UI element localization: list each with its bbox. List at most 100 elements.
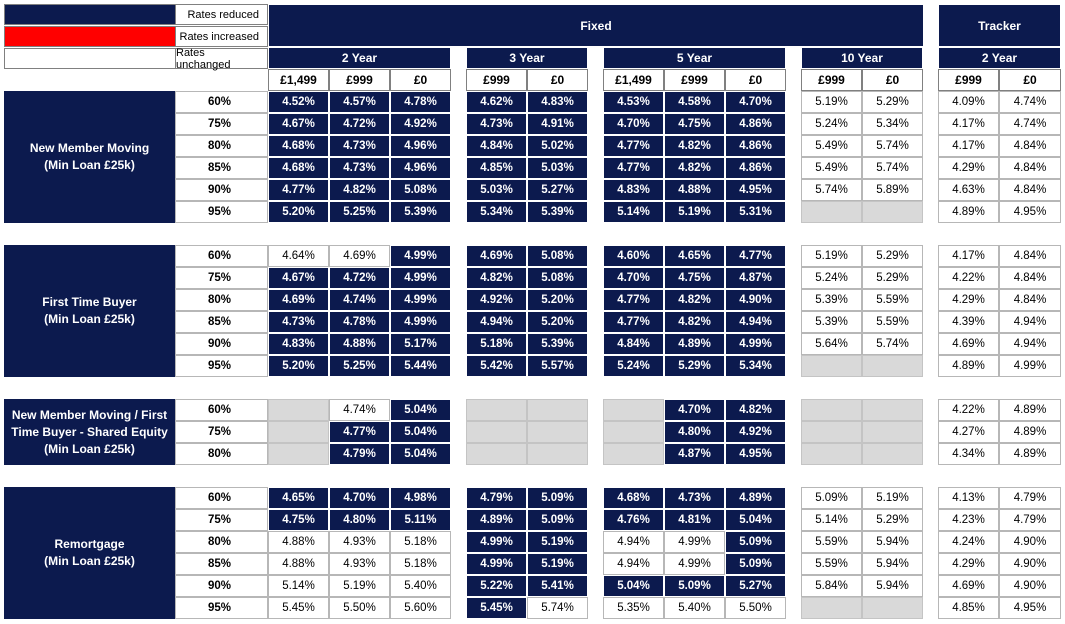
rate-cell: 4.70% [664, 399, 725, 421]
rate-cell: 4.79% [999, 509, 1061, 531]
rate-cell: 5.24% [801, 267, 862, 289]
rate-cell: 4.94% [466, 311, 527, 333]
fee-header-1: £999 [329, 69, 390, 91]
rate-cell: 5.74% [527, 597, 588, 619]
rate-cell: 4.57% [329, 91, 390, 113]
rate-cell: 5.74% [862, 157, 923, 179]
rate-cell [801, 399, 862, 421]
rate-cell: 5.14% [603, 201, 664, 223]
rate-cell: 5.09% [527, 509, 588, 531]
rate-cell: 5.27% [527, 179, 588, 201]
rate-cell: 5.29% [862, 245, 923, 267]
rate-cell: 5.27% [725, 575, 786, 597]
rate-cell: 4.82% [664, 157, 725, 179]
term-header-4: 2 Year [938, 47, 1061, 69]
rate-cell [466, 399, 527, 421]
rate-cell: 4.89% [999, 443, 1061, 465]
rate-cell: 5.20% [527, 289, 588, 311]
rate-cell: 5.18% [466, 333, 527, 355]
rate-cell [527, 399, 588, 421]
rate-cell: 4.77% [725, 245, 786, 267]
rate-cell: 5.74% [862, 135, 923, 157]
rate-cell: 5.29% [664, 355, 725, 377]
fee-header-11: £0 [999, 69, 1061, 91]
rate-cell: 5.59% [801, 531, 862, 553]
rate-cell: 5.11% [390, 509, 451, 531]
rate-cell: 5.04% [603, 575, 664, 597]
rate-cell: 5.19% [862, 487, 923, 509]
rate-cell: 4.84% [999, 245, 1061, 267]
rate-cell: 4.85% [466, 157, 527, 179]
rate-cell: 4.58% [664, 91, 725, 113]
rate-cell: 4.73% [329, 157, 390, 179]
rate-cell [268, 399, 329, 421]
ltv-label: 75% [175, 421, 268, 443]
rate-cell: 4.84% [603, 333, 664, 355]
rate-cell: 4.77% [603, 311, 664, 333]
rate-cell: 4.67% [268, 113, 329, 135]
rate-cell [862, 399, 923, 421]
rate-cell [801, 597, 862, 619]
rate-cell: 4.77% [268, 179, 329, 201]
rate-cell: 5.49% [801, 135, 862, 157]
rate-cell: 5.42% [466, 355, 527, 377]
rate-cell [862, 355, 923, 377]
ltv-label: 60% [175, 399, 268, 421]
rate-cell: 4.92% [466, 289, 527, 311]
rate-cell: 5.20% [268, 201, 329, 223]
rate-cell: 4.88% [268, 553, 329, 575]
rate-cell: 4.89% [466, 509, 527, 531]
rate-cell [862, 201, 923, 223]
rate-cell: 5.49% [801, 157, 862, 179]
rate-cell: 4.84% [999, 157, 1061, 179]
rate-cell: 4.89% [938, 355, 999, 377]
rate-cell: 4.84% [466, 135, 527, 157]
legend-label-0: Rates reduced [175, 4, 268, 25]
rate-cell: 4.77% [603, 157, 664, 179]
rate-cell: 4.89% [999, 399, 1061, 421]
rate-cell: 5.60% [390, 597, 451, 619]
rate-cell: 5.24% [801, 113, 862, 135]
rate-cell: 4.64% [268, 245, 329, 267]
rate-cell [466, 421, 527, 443]
rate-cell: 4.76% [603, 509, 664, 531]
rate-cell: 4.83% [268, 333, 329, 355]
rate-cell [603, 399, 664, 421]
rate-cell: 4.82% [664, 311, 725, 333]
rate-cell: 4.39% [938, 311, 999, 333]
rate-cell: 4.29% [938, 157, 999, 179]
rate-cell: 4.29% [938, 289, 999, 311]
rate-cell: 4.69% [329, 245, 390, 267]
section-label-line: (Min Loan £25k) [44, 441, 135, 456]
rate-cell: 4.92% [390, 113, 451, 135]
rate-cell: 4.79% [329, 443, 390, 465]
rate-cell: 4.79% [999, 487, 1061, 509]
rate-cell: 5.94% [862, 553, 923, 575]
legend-label-2: Rates unchanged [175, 47, 268, 71]
rate-cell [862, 421, 923, 443]
rate-cell: 4.99% [466, 531, 527, 553]
rate-cell: 5.57% [527, 355, 588, 377]
ltv-label: 75% [175, 267, 268, 289]
rate-cell: 5.59% [862, 311, 923, 333]
legend-swatch-0 [4, 4, 176, 25]
rate-cell: 4.79% [466, 487, 527, 509]
rate-cell: 5.29% [862, 267, 923, 289]
rate-cell: 5.18% [390, 553, 451, 575]
rate-cell: 4.70% [603, 113, 664, 135]
section-label-line: (Min Loan £25k) [44, 312, 135, 326]
rate-cell: 4.73% [664, 487, 725, 509]
rate-cell: 4.82% [466, 267, 527, 289]
rate-cell: 4.13% [938, 487, 999, 509]
ltv-label: 75% [175, 113, 268, 135]
ltv-label: 60% [175, 487, 268, 509]
rate-cell: 5.09% [527, 487, 588, 509]
rate-cell: 5.34% [862, 113, 923, 135]
fee-header-0: £1,499 [268, 69, 329, 91]
rate-cell: 4.94% [999, 311, 1061, 333]
rate-cell: 4.86% [725, 113, 786, 135]
ltv-label: 95% [175, 355, 268, 377]
rate-cell [801, 421, 862, 443]
rate-cell [603, 421, 664, 443]
rate-cell: 4.95% [999, 201, 1061, 223]
